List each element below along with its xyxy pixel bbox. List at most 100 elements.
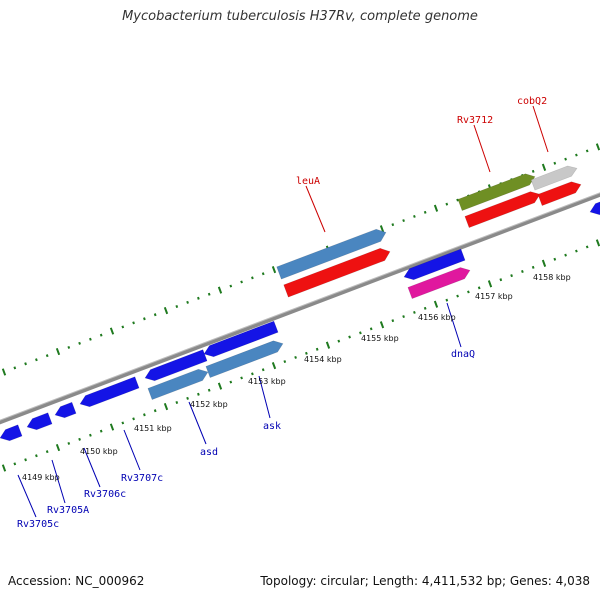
tick-lower-major — [109, 423, 115, 431]
tick-lower-minor — [197, 392, 200, 396]
tick-upper-minor — [575, 153, 578, 157]
gene-arrow-grey[interactable] — [530, 165, 578, 191]
tick-lower-minor — [283, 360, 287, 364]
tick-upper-minor — [13, 366, 17, 370]
tick-lower-minor — [229, 380, 233, 384]
gene-arrow-dnaq[interactable] — [407, 267, 471, 299]
tick-lower-minor — [35, 454, 38, 458]
gene-arrow-rv3705a[interactable] — [26, 412, 53, 431]
tick-lower-minor — [186, 396, 189, 400]
tick-lower-minor — [348, 335, 351, 339]
gene-arrow-dnaq-upper[interactable] — [403, 248, 466, 281]
gene-arrow-rv3707c[interactable] — [79, 376, 140, 408]
tick-lower-major — [55, 443, 61, 452]
tick-upper-minor — [553, 161, 557, 165]
tick-lower-minor — [585, 245, 589, 249]
tick-upper-minor — [143, 317, 146, 321]
scale-label-4152: 4152 kbp — [190, 400, 228, 409]
tick-upper-minor — [89, 337, 92, 341]
scale-label-4154: 4154 kbp — [304, 355, 342, 364]
tick-lower-minor — [564, 253, 567, 257]
tick-lower-minor — [499, 278, 503, 282]
gene-label-Rv3712[interactable]: Rv3712 — [457, 115, 493, 126]
tick-upper-minor — [413, 214, 416, 218]
tick-upper-minor — [175, 304, 179, 309]
gene-arrow-cobq2[interactable] — [537, 181, 582, 206]
tick-lower-minor — [531, 265, 535, 269]
gene-label-leuA[interactable]: leuA — [296, 176, 320, 187]
tick-upper-minor — [445, 202, 449, 206]
tick-lower-major — [595, 239, 600, 247]
gene-arrow-edge[interactable] — [589, 199, 600, 216]
tick-lower-minor — [99, 429, 103, 433]
tick-lower-major — [163, 402, 169, 411]
tick-upper-minor — [391, 223, 395, 227]
genome-backbone — [0, 192, 600, 425]
scale-label-4151: 4151 kbp — [134, 424, 172, 433]
gene-label-Rv3706c[interactable]: Rv3706c — [84, 489, 126, 500]
tick-lower-minor — [89, 433, 92, 437]
tick-lower-minor — [143, 413, 146, 417]
tick-upper-major — [109, 327, 115, 335]
tick-upper-major — [379, 225, 385, 233]
tick-upper-minor — [261, 272, 265, 276]
leader-lines-red — [305, 105, 549, 233]
tick-lower-minor — [337, 339, 341, 343]
gene-label-Rv3705c[interactable]: Rv3705c — [17, 519, 59, 530]
tick-upper-minor — [67, 345, 71, 349]
tick-lower-minor — [207, 388, 211, 392]
tick-lower-minor — [132, 417, 135, 421]
tick-upper-minor — [197, 296, 200, 300]
gene-arrow-leua-steel[interactable] — [276, 228, 387, 280]
genome-summary: Topology: circular; Length: 4,411,532 bp… — [260, 574, 590, 588]
gene-label-dnaQ[interactable]: dnaQ — [451, 349, 475, 360]
scale-label-4158: 4158 kbp — [533, 273, 571, 282]
gene-label-Rv3705A[interactable]: Rv3705A — [47, 505, 89, 516]
tick-lower-minor — [294, 355, 297, 359]
tick-upper-minor — [24, 362, 27, 366]
tick-lower-major — [487, 280, 493, 288]
tick-lower-minor — [121, 421, 125, 425]
gene-arrow-leua[interactable] — [283, 247, 391, 298]
gene-arrow-rv3712[interactable] — [464, 191, 541, 228]
gene-arrow-rv3706c[interactable] — [54, 401, 77, 419]
tick-upper-minor — [240, 280, 243, 284]
tick-upper-minor — [35, 358, 38, 362]
tick-upper-minor — [423, 210, 427, 214]
gene-label-Rv3707c[interactable]: Rv3707c — [121, 473, 163, 484]
leader-lines-blue — [17, 302, 462, 518]
tick-lower-minor — [467, 290, 470, 294]
tick-lower-minor — [391, 319, 395, 323]
tick-upper-minor — [456, 198, 459, 202]
gene-arrow-lower-2[interactable] — [203, 320, 279, 358]
tick-lower-minor — [78, 437, 81, 441]
tick-lower-minor — [521, 269, 524, 274]
tick-lower-major — [271, 362, 277, 370]
tick-upper-major — [55, 347, 61, 356]
tick-lower-minor — [359, 331, 362, 335]
tick-lower-major — [1, 464, 7, 472]
tick-lower-minor — [413, 310, 416, 314]
tick-upper-major — [163, 306, 169, 315]
tick-lower-minor — [251, 372, 254, 376]
scale-label-4156: 4156 kbp — [418, 313, 456, 322]
tick-lower-major — [217, 382, 223, 390]
tick-upper-minor — [531, 169, 535, 173]
tick-lower-minor — [24, 458, 27, 462]
tick-lower-minor — [261, 368, 265, 372]
gene-arrow-lower-1[interactable] — [144, 349, 208, 382]
accession-label: Accession: NC_000962 — [8, 574, 145, 588]
tick-lower-minor — [305, 351, 308, 355]
gene-label-ask[interactable]: ask — [263, 421, 281, 432]
scale-label-4155: 4155 kbp — [361, 334, 399, 343]
gene-label-asd[interactable]: asd — [200, 447, 218, 458]
gene-arrow-asd[interactable] — [147, 368, 209, 400]
tick-upper-minor — [186, 300, 189, 304]
tick-lower-minor — [402, 315, 405, 319]
gene-label-cobQ2[interactable]: cobQ2 — [517, 96, 547, 107]
scale-label-4149: 4149 kbp — [22, 473, 60, 482]
gene-arrow-rv3705c[interactable] — [0, 424, 23, 442]
gene-arrow-ask[interactable] — [205, 340, 284, 378]
tick-lower-major — [379, 321, 385, 329]
tick-lower-minor — [315, 347, 319, 351]
